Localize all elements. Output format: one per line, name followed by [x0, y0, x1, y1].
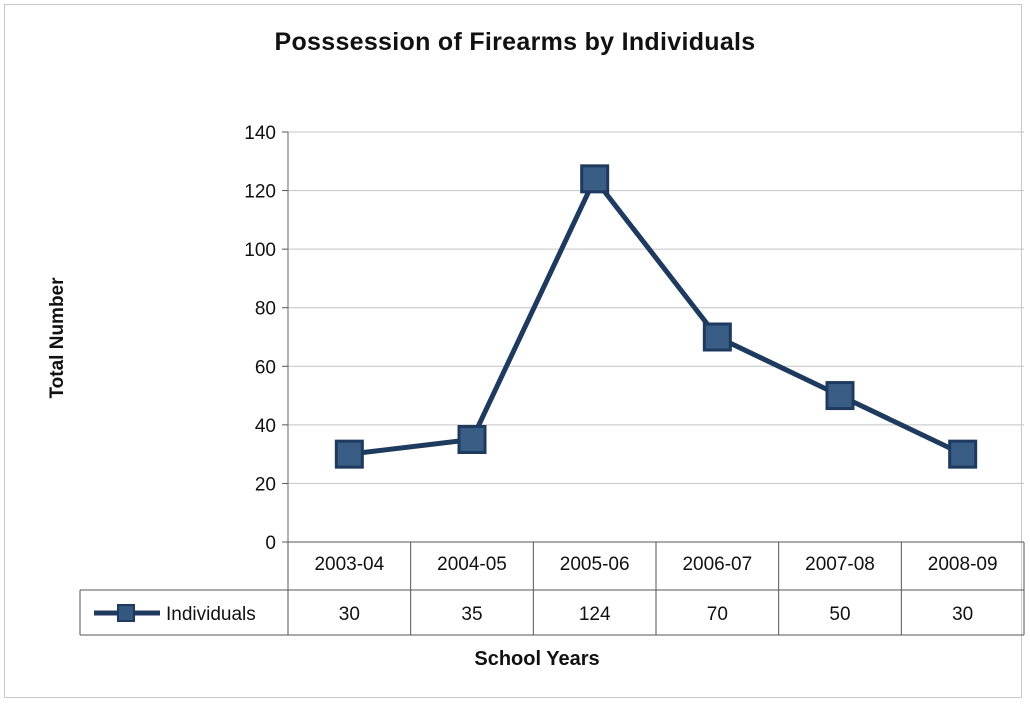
x-tick-label: 2008-09 [928, 554, 998, 575]
data-label: 124 [579, 604, 611, 625]
legend-marker [117, 604, 135, 622]
data-label: 30 [952, 604, 973, 625]
y-tick-label: 0 [265, 533, 276, 554]
x-tick-label: 2007-08 [805, 554, 875, 575]
y-tick-label: 120 [244, 182, 276, 203]
data-table: 2003-04 30 2004-05 35 2005-06 124 2006-07 70 200… [79, 541, 1025, 636]
legend-label: Individuals [166, 604, 256, 625]
data-label: 30 [339, 604, 360, 625]
y-tick-label: 140 [244, 123, 276, 144]
data-label: 35 [461, 604, 482, 625]
data-point [580, 164, 610, 194]
y-tick-label: 80 [255, 299, 276, 320]
x-axis-title: School Years [474, 648, 600, 670]
x-tick-label: 2006-07 [682, 554, 752, 575]
x-tick-label: 2005-06 [560, 554, 630, 575]
chart-frame [4, 4, 1022, 698]
data-label: 50 [829, 604, 850, 625]
y-tick-label: 100 [244, 240, 276, 261]
data-point [457, 425, 487, 454]
data-label: 70 [707, 604, 728, 625]
chart-title: Posssession of Firearms by Individuals [274, 28, 756, 56]
data-point [334, 439, 364, 469]
y-tick-label: 40 [255, 416, 276, 437]
series-line [349, 176, 964, 457]
y-tick-label: 20 [255, 474, 276, 495]
data-point [948, 439, 978, 469]
x-tick-label: 2004-05 [437, 554, 507, 575]
data-point [825, 381, 855, 411]
y-tick-label: 60 [255, 357, 276, 378]
data-point [702, 322, 732, 352]
series-individuals [334, 164, 978, 469]
y-tick-labels: 0 20 40 60 80 100 120 140 [244, 123, 276, 554]
gridlines [282, 131, 1024, 543]
x-tick-label: 2003-04 [314, 554, 384, 575]
